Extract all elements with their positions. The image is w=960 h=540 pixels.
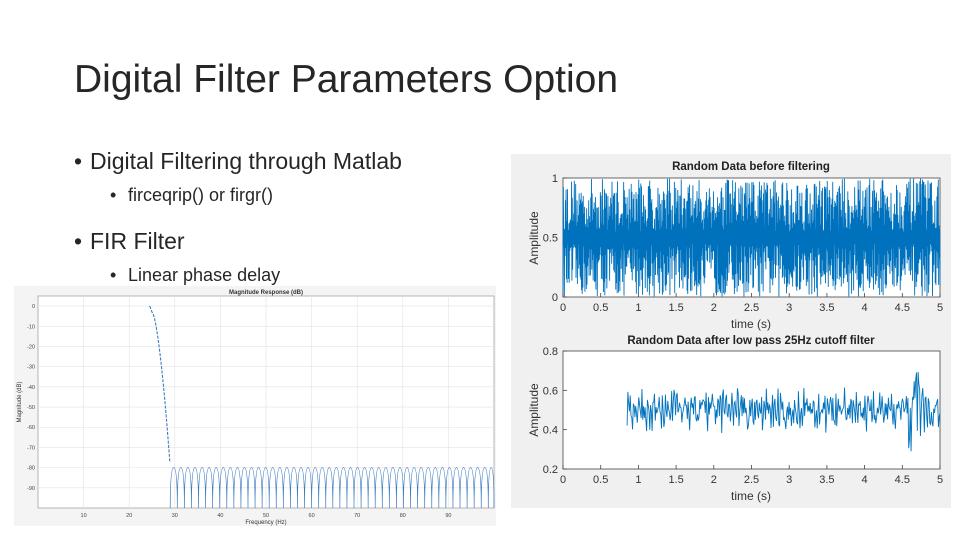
x-tick-label: 4.5 <box>895 302 910 314</box>
y-tick-label: -60 <box>27 425 35 431</box>
y-tick-label: 0 <box>552 292 558 304</box>
x-tick-label: 2 <box>711 474 717 486</box>
bullet-dot: • <box>110 185 117 205</box>
y-tick-label: 1 <box>552 173 558 185</box>
bullet-dot: • <box>74 228 83 254</box>
x-tick-label: 3.5 <box>819 474 834 486</box>
y-tick-label: -90 <box>27 486 35 492</box>
x-tick-label: 20 <box>126 513 132 519</box>
y-tick-label: -70 <box>27 445 35 451</box>
x-tick-label: 5 <box>937 302 943 314</box>
y-tick-label: -10 <box>27 324 35 330</box>
series-line <box>562 178 941 297</box>
sub-bullet-linear-phase: • Linear phase delay <box>74 265 402 286</box>
y-tick-label: -20 <box>27 344 35 350</box>
y-tick-label: 0 <box>32 304 35 310</box>
x-tick-label: 3 <box>786 474 792 486</box>
x-tick-label: 70 <box>354 513 360 519</box>
x-tick-label: 4.5 <box>895 474 910 486</box>
sub-bullet-functions-text: firceqrip() or firgr() <box>128 185 274 205</box>
x-tick-label: 30 <box>172 513 178 519</box>
x-tick-label: 2.5 <box>744 302 759 314</box>
magnitude-response-chart: 10 20 30 40 50 60 70 80 90 0 -10 -20 -30 -40 -50 -60 -70… <box>14 286 496 526</box>
y-axis-label: Magnitude (dB) <box>17 381 23 422</box>
x-tick-label: 3.5 <box>819 302 834 314</box>
x-tick-label: 10 <box>81 513 87 519</box>
sub-bullet-functions: • firceqrip() or firgr() <box>74 185 402 206</box>
bullet-dot: • <box>74 148 83 174</box>
x-tick-label: 0 <box>560 302 566 314</box>
x-tick-label: 1 <box>635 302 641 314</box>
sub-bullet-linear-phase-text: Linear phase delay <box>128 265 281 285</box>
bullet-dot: • <box>110 265 117 285</box>
x-tick-label: 2 <box>711 302 717 314</box>
x-tick-label: 0 <box>560 474 566 486</box>
chart-title: Random Data after low pass 25Hz cutoff f… <box>627 335 875 347</box>
y-tick-label: -30 <box>27 365 35 371</box>
filtered-data-chart: 0 0.5 1 1.5 2 2.5 3 3.5 4 4.5 5 0.2 0.4 0.6 0.8 Random… <box>511 332 951 508</box>
x-tick-label: 80 <box>400 513 406 519</box>
y-tick-label: -40 <box>27 385 35 391</box>
chart-title: Random Data before filtering <box>672 161 830 173</box>
bullet-fir-text: FIR Filter <box>90 228 185 254</box>
passband-line <box>149 305 171 462</box>
x-tick-label: 1.5 <box>668 302 683 314</box>
x-tick-label: 40 <box>217 513 223 519</box>
stopband-ripple-line <box>169 467 495 509</box>
x-axis-label: time (s) <box>731 489 771 503</box>
x-tick-label: 0.5 <box>593 474 608 486</box>
x-tick-label: 3 <box>786 302 792 314</box>
y-tick-label: 0.4 <box>543 425 558 437</box>
slide-title: Digital Filter Parameters Option <box>74 58 619 101</box>
y-axis-label: Amplitude <box>527 211 541 265</box>
x-tick-label: 2.5 <box>744 474 759 486</box>
bullet-list: • Digital Filtering through Matlab • firce… <box>74 148 402 308</box>
y-tick-label: 0.6 <box>543 385 558 397</box>
x-tick-label: 4 <box>862 302 868 314</box>
y-tick-label: 0.2 <box>543 464 558 476</box>
x-tick-label: 1.5 <box>668 474 683 486</box>
x-tick-label: 1 <box>635 474 641 486</box>
series-line <box>626 371 941 452</box>
y-tick-label: -50 <box>27 405 35 411</box>
x-tick-label: 0.5 <box>593 302 608 314</box>
x-tick-label: 50 <box>263 513 269 519</box>
raw-data-chart: 0 0.5 1 1.5 2 2.5 3 3.5 4 4.5 5 0 0.5 1 Random Data b… <box>511 154 951 334</box>
y-tick-label: 0.8 <box>543 346 558 358</box>
x-tick-label: 90 <box>445 513 451 519</box>
bullet-matlab-text: Digital Filtering through Matlab <box>90 148 402 174</box>
x-tick-label: 4 <box>862 474 868 486</box>
y-tick-label: -80 <box>27 466 35 472</box>
x-axis-label: Frequency (Hz) <box>245 520 286 526</box>
y-axis-label: Amplitude <box>527 383 541 437</box>
bullet-fir: • FIR Filter <box>74 228 402 255</box>
chart-title: Magnitude Response (dB) <box>229 290 303 296</box>
x-tick-label: 60 <box>309 513 315 519</box>
x-tick-label: 5 <box>937 474 943 486</box>
y-tick-label: 0.5 <box>543 233 558 245</box>
x-axis-label: time (s) <box>731 317 771 331</box>
bullet-matlab: • Digital Filtering through Matlab <box>74 148 402 175</box>
